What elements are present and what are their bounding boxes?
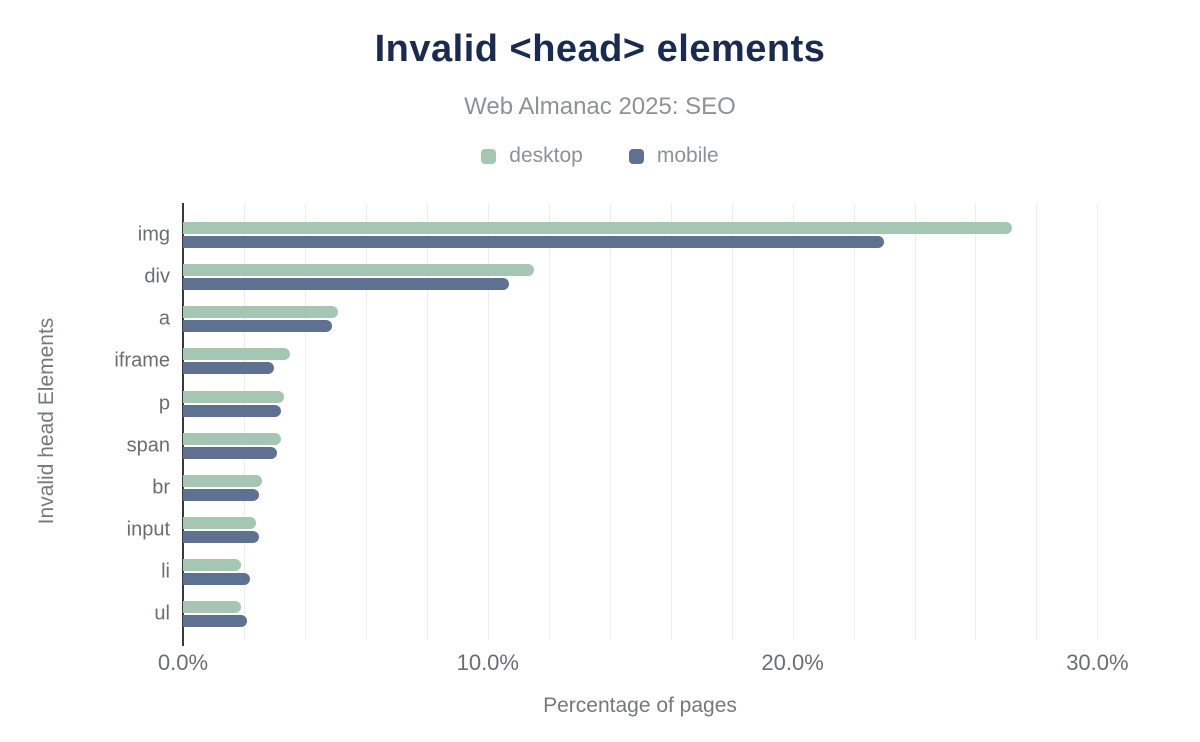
bar-mobile-iframe[interactable] xyxy=(183,362,275,375)
bar-desktop-p[interactable] xyxy=(183,390,284,403)
bar-desktop-br[interactable] xyxy=(183,474,263,487)
category-label-input: input xyxy=(126,518,170,541)
mobile-swatch-icon xyxy=(628,148,644,164)
legend-label-desktop: desktop xyxy=(509,144,583,167)
category-label-a: a xyxy=(158,307,170,330)
bar-desktop-ul[interactable] xyxy=(183,601,241,614)
gridline-12pct xyxy=(548,203,550,640)
category-label-ul: ul xyxy=(154,602,170,625)
desktop-swatch-icon xyxy=(481,148,497,164)
category-label-p: p xyxy=(158,392,170,415)
bar-desktop-iframe[interactable] xyxy=(183,348,290,361)
gridline-28pct xyxy=(1036,203,1038,640)
bar-desktop-div[interactable] xyxy=(183,264,534,277)
x-tick-label-20: 20.0% xyxy=(761,650,824,675)
gridline-26pct xyxy=(975,203,977,640)
gridline-20pct xyxy=(792,203,794,640)
category-label-iframe: iframe xyxy=(114,349,170,372)
bar-desktop-img[interactable] xyxy=(183,222,1013,234)
bar-desktop-li[interactable] xyxy=(183,559,241,572)
legend-item-desktop[interactable]: desktop xyxy=(481,144,583,168)
bar-mobile-img[interactable] xyxy=(183,236,885,248)
bar-mobile-span[interactable] xyxy=(183,446,278,459)
legend-label-mobile: mobile xyxy=(656,144,719,167)
gridline-8pct xyxy=(426,203,428,640)
y-axis-line xyxy=(182,203,184,646)
gridline-2pct xyxy=(243,203,245,640)
x-tick-label-30: 30.0% xyxy=(1066,650,1129,675)
gridline-22pct xyxy=(853,203,855,640)
x-tick-label-10: 10.0% xyxy=(456,650,519,675)
category-label-li: li xyxy=(161,560,170,583)
bar-mobile-ul[interactable] xyxy=(183,615,247,628)
bar-mobile-a[interactable] xyxy=(183,320,333,333)
category-label-div: div xyxy=(144,265,170,288)
gridline-4pct xyxy=(304,203,306,640)
chart-title: Invalid <head> elements xyxy=(374,28,826,70)
category-label-img: img xyxy=(137,223,170,246)
bar-mobile-p[interactable] xyxy=(183,404,281,417)
bar-mobile-input[interactable] xyxy=(183,531,260,544)
bar-mobile-br[interactable] xyxy=(183,488,260,501)
gridline-10pct xyxy=(487,203,489,640)
legend-item-mobile[interactable]: mobile xyxy=(628,144,719,168)
legend: desktop mobile xyxy=(0,144,1200,168)
bar-desktop-input[interactable] xyxy=(183,517,257,530)
x-tick-label-0: 0.0% xyxy=(157,650,209,675)
bar-desktop-a[interactable] xyxy=(183,306,339,319)
x-axis-title: Percentage of pages xyxy=(543,694,737,717)
bar-mobile-li[interactable] xyxy=(183,573,251,586)
gridline-30pct xyxy=(1097,203,1099,640)
bar-desktop-span[interactable] xyxy=(183,432,281,445)
gridline-6pct xyxy=(365,203,367,640)
gridline-18pct xyxy=(731,203,733,640)
bar-mobile-div[interactable] xyxy=(183,278,510,291)
gridline-16pct xyxy=(670,203,672,640)
category-label-span: span xyxy=(126,434,170,457)
category-label-br: br xyxy=(152,476,170,499)
chart-subtitle: Web Almanac 2025: SEO xyxy=(464,93,736,120)
gridline-14pct xyxy=(609,203,611,640)
gridline-24pct xyxy=(914,203,916,640)
